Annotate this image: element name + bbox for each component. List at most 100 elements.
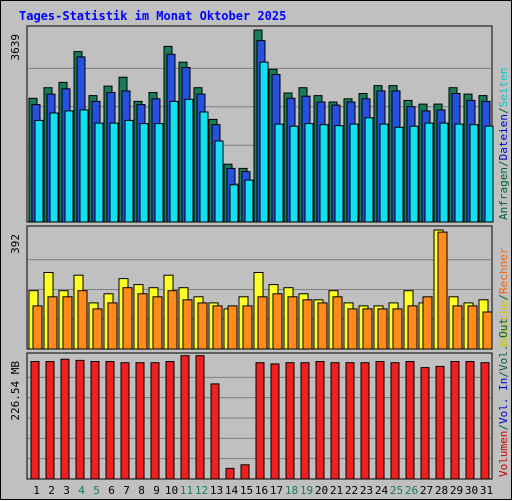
day-label-27: 27 bbox=[420, 484, 433, 497]
legend-item: / bbox=[497, 107, 510, 114]
legend-item: / bbox=[497, 371, 510, 378]
legend-item: Rechner bbox=[497, 247, 510, 294]
day-label-22: 22 bbox=[345, 484, 358, 497]
bar-volumen-day-14 bbox=[225, 467, 235, 480]
bar-rechner-day-12 bbox=[197, 302, 208, 350]
bar-seiten-day-13 bbox=[214, 140, 224, 223]
day-label-4: 4 bbox=[78, 484, 85, 497]
legend-item: Dateien bbox=[497, 114, 510, 160]
bar-rechner-day-30 bbox=[467, 305, 478, 350]
bar-seiten-day-15 bbox=[244, 179, 254, 223]
day-label-23: 23 bbox=[360, 484, 373, 497]
bar-volumen-day-21 bbox=[330, 362, 340, 480]
bar-volumen-day-30 bbox=[465, 361, 475, 480]
bar-volumen-day-3 bbox=[60, 358, 70, 480]
bar-seiten-day-1 bbox=[34, 119, 44, 223]
bar-rechner-day-2 bbox=[47, 296, 58, 350]
day-label-24: 24 bbox=[375, 484, 389, 497]
bar-rechner-day-24 bbox=[377, 308, 388, 350]
bar-seiten-day-27 bbox=[424, 122, 434, 223]
bar-rechner-day-4 bbox=[77, 290, 88, 350]
bar-seiten-day-30 bbox=[469, 124, 479, 223]
legend-item: Seiten bbox=[497, 68, 510, 108]
day-label-12: 12 bbox=[195, 484, 208, 497]
bar-volumen-day-25 bbox=[390, 362, 400, 480]
legend-item: Volumen bbox=[497, 431, 510, 477]
day-label-2: 2 bbox=[48, 484, 55, 497]
bar-seiten-day-9 bbox=[154, 123, 164, 223]
y-max-label-requests: 3639 bbox=[9, 34, 22, 61]
bar-volumen-day-23 bbox=[360, 362, 370, 480]
bar-volumen-day-7 bbox=[120, 362, 130, 480]
bar-volumen-day-28 bbox=[435, 365, 445, 480]
day-label-6: 6 bbox=[108, 484, 115, 497]
bar-volumen-day-10 bbox=[165, 361, 175, 480]
bar-seiten-day-28 bbox=[439, 122, 449, 223]
day-label-31: 31 bbox=[480, 484, 493, 497]
bar-volumen-day-22 bbox=[345, 362, 355, 480]
chart-title: Tages-Statistik im Monat Oktober 2025 bbox=[19, 9, 286, 23]
day-label-10: 10 bbox=[165, 484, 178, 497]
day-label-25: 25 bbox=[390, 484, 403, 497]
day-label-21: 21 bbox=[330, 484, 343, 497]
day-label-20: 20 bbox=[315, 484, 328, 497]
bar-volumen-day-4 bbox=[75, 359, 85, 480]
bar-rechner-day-10 bbox=[167, 290, 178, 350]
day-label-14: 14 bbox=[225, 484, 239, 497]
bar-rechner-day-9 bbox=[152, 296, 163, 350]
bar-rechner-day-31 bbox=[482, 311, 493, 350]
bar-rechner-day-13 bbox=[212, 305, 223, 350]
bar-volumen-day-27 bbox=[420, 367, 430, 480]
bar-seiten-day-19 bbox=[304, 123, 314, 223]
day-label-15: 15 bbox=[240, 484, 253, 497]
bar-seiten-day-20 bbox=[319, 124, 329, 223]
bar-seiten-day-22 bbox=[349, 123, 359, 223]
legend-item: Vol. Out bbox=[497, 318, 510, 371]
bar-seiten-day-17 bbox=[274, 123, 284, 223]
bar-rechner-day-16 bbox=[257, 296, 268, 350]
bar-rechner-day-15 bbox=[242, 305, 253, 350]
day-label-8: 8 bbox=[138, 484, 145, 497]
day-label-16: 16 bbox=[255, 484, 268, 497]
bar-seiten-day-10 bbox=[169, 100, 179, 223]
bar-volumen-day-6 bbox=[105, 361, 115, 480]
bar-seiten-day-4 bbox=[79, 109, 89, 223]
bar-rechner-day-14 bbox=[227, 305, 238, 350]
day-label-28: 28 bbox=[435, 484, 448, 497]
day-label-26: 26 bbox=[405, 484, 418, 497]
bar-seiten-day-5 bbox=[94, 122, 104, 223]
bar-seiten-day-3 bbox=[64, 110, 74, 223]
bar-seiten-day-21 bbox=[334, 125, 344, 223]
y-max-label-volume: 226.54 MB bbox=[9, 361, 22, 421]
panel-visits: 392 Besuche/Rechner bbox=[9, 225, 510, 350]
bar-seiten-day-24 bbox=[379, 123, 389, 223]
bar-volumen-day-24 bbox=[375, 361, 385, 480]
day-label-18: 18 bbox=[285, 484, 298, 497]
bar-volumen-day-9 bbox=[150, 362, 160, 480]
bar-volumen-day-18 bbox=[285, 362, 295, 480]
bar-rechner-day-20 bbox=[317, 302, 328, 350]
bar-volumen-day-15 bbox=[240, 464, 250, 480]
bar-volumen-day-17 bbox=[270, 363, 280, 480]
bar-seiten-day-11 bbox=[184, 98, 194, 223]
bar-volumen-day-5 bbox=[90, 361, 100, 480]
day-label-1: 1 bbox=[33, 484, 40, 497]
bar-rechner-day-21 bbox=[332, 296, 343, 350]
bar-seiten-day-6 bbox=[109, 122, 119, 223]
bar-rechner-day-17 bbox=[272, 293, 283, 350]
bar-rechner-day-27 bbox=[422, 296, 433, 350]
bar-rechner-day-29 bbox=[452, 305, 463, 350]
bar-rechner-day-5 bbox=[92, 308, 103, 350]
day-label-29: 29 bbox=[450, 484, 463, 497]
bar-rechner-day-7 bbox=[122, 287, 133, 350]
bar-rechner-day-22 bbox=[347, 308, 358, 350]
day-label-11: 11 bbox=[180, 484, 193, 497]
legend-item: / bbox=[497, 160, 510, 167]
bar-seiten-day-7 bbox=[124, 119, 134, 223]
bar-rechner-day-28 bbox=[437, 231, 448, 350]
bar-seiten-day-31 bbox=[484, 125, 494, 223]
day-label-17: 17 bbox=[270, 484, 283, 497]
y-max-label-visits: 392 bbox=[9, 234, 22, 254]
